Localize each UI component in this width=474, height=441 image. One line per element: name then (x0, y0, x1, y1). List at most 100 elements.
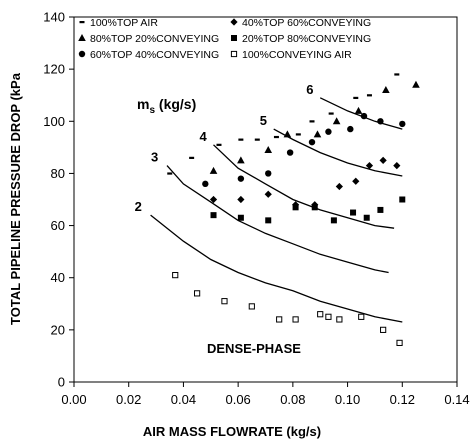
point-s3-0 (210, 212, 217, 219)
legend-marker-5 (230, 50, 238, 58)
curve-label-m: m (137, 96, 149, 112)
legend-entry-3: 20%TOP 80%CONVEYING (242, 33, 371, 45)
point-s5-0 (172, 272, 179, 279)
point-s1-8 (379, 156, 387, 164)
curve-label-4: 4 (200, 129, 208, 144)
point-s2-1 (237, 156, 245, 164)
point-s0-7 (309, 120, 315, 123)
x-tick-label: 0.08 (280, 392, 305, 407)
x-tick-label: 0.14 (444, 392, 469, 407)
x-tick-label: 0.06 (225, 392, 250, 407)
y-tick-label: 100 (43, 114, 65, 129)
point-s4-7 (360, 112, 368, 120)
x-tick-label: 0.02 (116, 392, 141, 407)
x-tick-label: 0.04 (171, 392, 196, 407)
legend-entry-2: 80%TOP 20%CONVEYING (90, 33, 219, 45)
legend-marker-0 (79, 21, 85, 24)
point-s2-5 (332, 117, 341, 125)
point-s0-5 (273, 135, 279, 139)
point-s3-1 (237, 214, 244, 221)
curve-label-2: 2 (135, 199, 142, 214)
point-s5-1 (194, 290, 201, 297)
point-s5-8 (336, 316, 343, 323)
point-s4-2 (265, 170, 272, 177)
point-s4-9 (399, 120, 406, 128)
point-s0-9 (353, 96, 359, 100)
curve-ms-2 (150, 214, 403, 323)
y-tick-label: 60 (51, 218, 65, 233)
point-s5-11 (396, 339, 403, 346)
point-s2-2 (264, 145, 273, 153)
point-s5-7 (325, 313, 332, 320)
axes: 0.00 0.02 0.04 0.06 0.08 0.10 0.12 0.14 0 20 40 60 8… (43, 10, 469, 408)
point-s5-5 (292, 316, 299, 323)
point-s0-4 (254, 138, 260, 141)
point-s4-4 (308, 138, 316, 146)
point-s5-9 (358, 313, 365, 320)
data-points (167, 73, 420, 346)
point-s3-5 (330, 217, 337, 224)
curves: 2 3 4 5 6 (135, 82, 403, 323)
curve-label-3: 3 (151, 150, 158, 165)
point-s4-5 (325, 128, 332, 135)
point-s2-8 (412, 80, 420, 88)
point-s1-1 (237, 195, 245, 204)
point-s4-6 (347, 125, 354, 133)
point-s2-7 (382, 86, 390, 93)
dense-phase-annotation: DENSE-PHASE (207, 341, 301, 356)
y-tick-label: 140 (43, 10, 65, 25)
legend-entry-4: 60%TOP 40%CONVEYING (90, 49, 219, 61)
legend-marker-4 (78, 50, 86, 58)
point-s2-3 (283, 130, 292, 138)
point-s4-3 (286, 149, 294, 156)
legend-marker-1 (230, 18, 238, 26)
curve-label-6: 6 (306, 82, 313, 97)
y-tick-label: 40 (51, 270, 65, 285)
point-s1-5 (335, 182, 343, 191)
x-tick-label: 0.10 (335, 392, 360, 407)
labels: TOTAL PIPELINE PRESSURE DROP (kPa AIR MA… (8, 72, 321, 439)
legend-entry-1: 40%TOP 60%CONVEYING (242, 17, 371, 29)
point-s4-8 (377, 118, 384, 125)
point-s3-7 (363, 214, 370, 221)
point-s1-7 (365, 162, 374, 170)
curve-label-heading: ms (kg/s) (137, 96, 196, 116)
point-s0-6 (295, 133, 301, 136)
curve-ms-5 (273, 128, 403, 177)
point-s3-8 (377, 206, 384, 213)
curve-ms-4 (213, 144, 395, 229)
legend-entry-0: 100%TOP AIR (90, 17, 158, 29)
x-tick-label: 0.12 (390, 392, 415, 407)
y-tick-label: 120 (43, 62, 65, 77)
point-s4-0 (202, 180, 209, 188)
point-s0-0 (167, 172, 173, 175)
y-tick-label: 0 (58, 375, 65, 390)
point-s5-10 (380, 326, 387, 333)
point-s3-2 (265, 217, 272, 224)
point-s5-6 (317, 311, 324, 318)
point-s0-10 (366, 94, 372, 97)
legend-marker-2 (78, 34, 86, 41)
point-s0-2 (216, 143, 222, 146)
point-s1-9 (393, 162, 401, 170)
plot-frame (73, 16, 458, 383)
x-tick-label: 0.00 (61, 392, 86, 407)
point-s3-3 (292, 204, 299, 211)
point-s5-4 (276, 316, 283, 323)
point-s1-0 (209, 195, 218, 204)
point-s2-4 (313, 130, 322, 138)
legend: 100%TOP AIR 40%TOP 60%CONVEYING 80%TOP 20%… (78, 17, 371, 61)
curve-label-units: (kg/s) (155, 96, 196, 112)
point-s0-8 (328, 112, 334, 115)
point-s3-6 (350, 209, 357, 216)
point-s5-2 (221, 298, 228, 305)
curve-label-5: 5 (260, 113, 267, 128)
point-s0-11 (394, 73, 400, 76)
point-s0-3 (238, 138, 244, 141)
curve-label-subscript: s (149, 105, 155, 116)
point-s2-0 (209, 166, 218, 174)
x-axis-title: AIR MASS FLOWRATE (kg/s) (143, 424, 321, 439)
point-s4-1 (237, 175, 245, 182)
point-s3-4 (311, 204, 318, 211)
